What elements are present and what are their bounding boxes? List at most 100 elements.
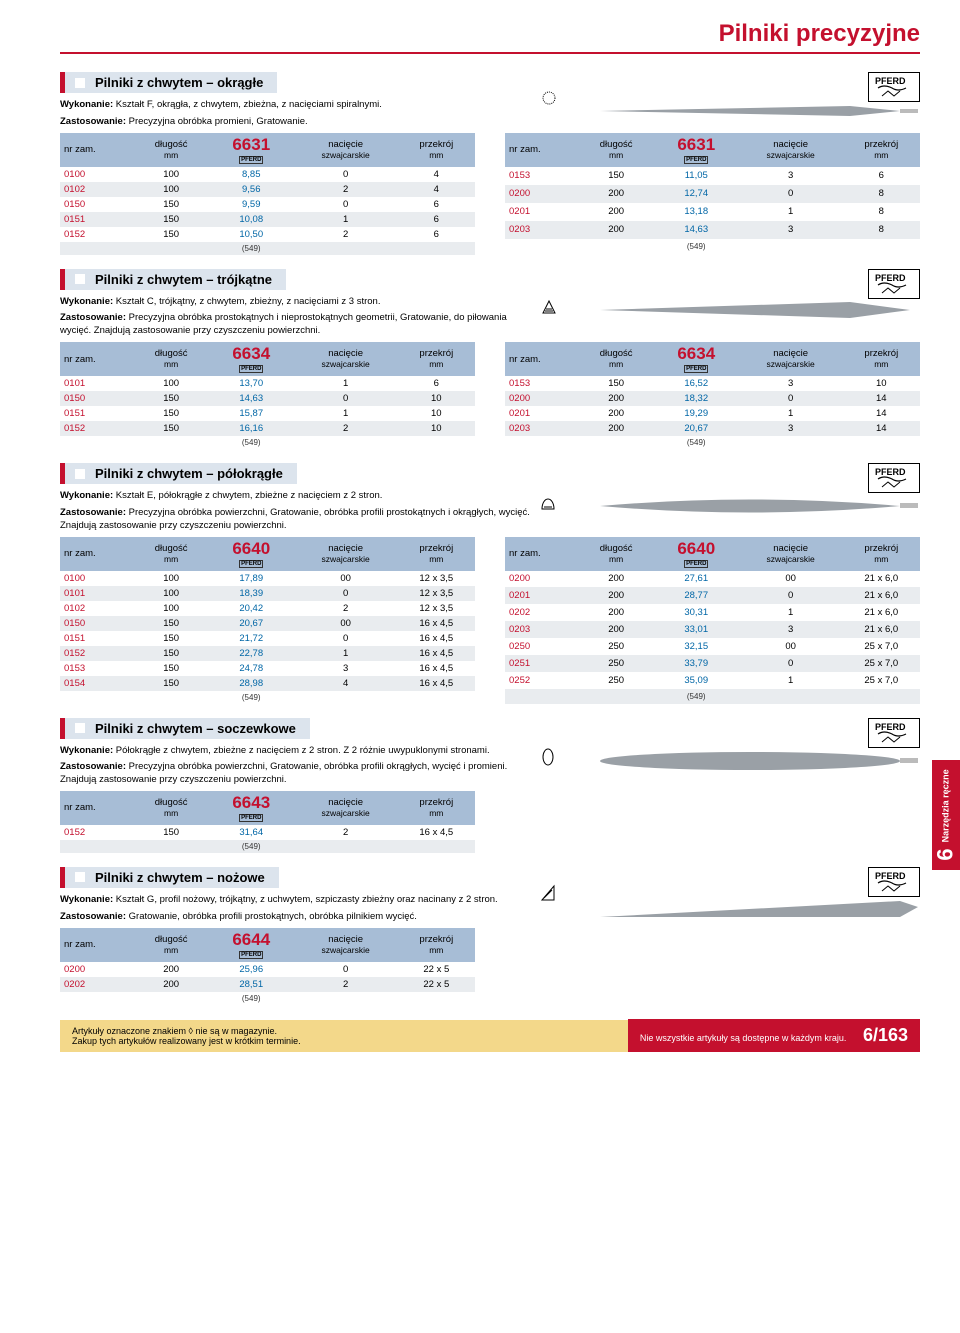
table-row: 0153 150 24,78 3 16 x 4,5 bbox=[60, 661, 475, 676]
section-zastosowanie: Zastosowanie: Precyzyjna obróbka prostok… bbox=[60, 312, 540, 338]
cell-price: 20,42 bbox=[209, 601, 294, 616]
cell-code: 0250 bbox=[505, 638, 578, 655]
cell-cross: 16 x 4,5 bbox=[398, 646, 475, 661]
cell-cut: 3 bbox=[294, 661, 398, 676]
cell-cut: 0 bbox=[294, 962, 398, 977]
cell-cross: 16 x 4,5 bbox=[398, 676, 475, 691]
cell-cross: 8 bbox=[843, 203, 920, 221]
cell-code: 0151 bbox=[60, 631, 133, 646]
cell-code: 0152 bbox=[60, 825, 133, 840]
col-cross: przekrójmm bbox=[843, 342, 920, 376]
cell-cut: 0 bbox=[294, 586, 398, 601]
page-number: 6/163 bbox=[863, 1025, 908, 1045]
table-row: 0100 100 17,89 00 12 x 3,5 bbox=[60, 571, 475, 586]
table-row: 0203 200 33,01 3 21 x 6,0 bbox=[505, 621, 920, 638]
footer-line-2: Zakup tych artykułów realizowany jest w … bbox=[72, 1036, 616, 1046]
table-row: 0201 200 13,18 1 8 bbox=[505, 203, 920, 221]
cell-length: 150 bbox=[133, 197, 208, 212]
cell-cut: 3 bbox=[739, 621, 843, 638]
svg-text:PFERD: PFERD bbox=[875, 722, 906, 732]
table-row: 0200 200 18,32 0 14 bbox=[505, 391, 920, 406]
cell-length: 250 bbox=[578, 638, 653, 655]
cell-cut: 3 bbox=[739, 221, 843, 239]
cross-section-icon bbox=[540, 298, 558, 319]
product-table: nr zam. długośćmm 6643PFERD nacięcieszwa… bbox=[60, 791, 475, 853]
cell-code: 0201 bbox=[505, 203, 578, 221]
cell-cross: 10 bbox=[398, 406, 475, 421]
table-row: 0152 150 22,78 1 16 x 4,5 bbox=[60, 646, 475, 661]
footnote: (549) bbox=[209, 691, 294, 704]
product-table: nr zam. długośćmm 6640PFERD nacięcieszwa… bbox=[505, 537, 920, 704]
col-cross: przekrójmm bbox=[843, 133, 920, 167]
cell-cross: 22 x 5 bbox=[398, 962, 475, 977]
side-tab-number: 6 bbox=[933, 848, 959, 860]
col-artno: 6644PFERD bbox=[209, 928, 294, 962]
section-title: Pilniki z chwytem – półokrągłe bbox=[60, 463, 297, 484]
col-code: nr zam. bbox=[60, 133, 133, 167]
cell-price: 10,50 bbox=[209, 227, 294, 242]
cell-cross: 25 x 7,0 bbox=[843, 672, 920, 689]
cell-cross: 6 bbox=[398, 212, 475, 227]
table-row: 0151 150 15,87 1 10 bbox=[60, 406, 475, 421]
cell-cut: 00 bbox=[739, 638, 843, 655]
cross-section-icon bbox=[540, 747, 556, 770]
file-illustration bbox=[600, 897, 920, 927]
cell-code: 0154 bbox=[60, 676, 133, 691]
cell-cross: 21 x 6,0 bbox=[843, 571, 920, 588]
footnote: (549) bbox=[654, 239, 739, 255]
cell-length: 100 bbox=[133, 601, 208, 616]
col-cut: nacięcieszwajcarskie bbox=[294, 537, 398, 571]
table-row: 0200 200 25,96 0 22 x 5 bbox=[60, 962, 475, 977]
cell-code: 0100 bbox=[60, 571, 133, 586]
cell-cross: 6 bbox=[843, 167, 920, 185]
section-wykonanie: Wykonanie: Półokrągłe z chwytem, zbieżne… bbox=[60, 745, 540, 758]
cell-code: 0102 bbox=[60, 601, 133, 616]
cell-length: 150 bbox=[133, 676, 208, 691]
cell-cut: 1 bbox=[294, 646, 398, 661]
cell-price: 21,72 bbox=[209, 631, 294, 646]
brand-logo: PFERD bbox=[868, 269, 920, 299]
product-section: Pilniki z chwytem – półokrągłe PFERD Wyk… bbox=[60, 463, 920, 703]
product-section: Pilniki z chwytem – trójkątne PFERD Wyko… bbox=[60, 269, 920, 449]
cell-cut: 1 bbox=[294, 376, 398, 391]
col-length: długośćmm bbox=[133, 133, 208, 167]
cell-cut: 2 bbox=[294, 825, 398, 840]
cell-code: 0152 bbox=[60, 421, 133, 436]
cell-price: 16,16 bbox=[209, 421, 294, 436]
cell-code: 0203 bbox=[505, 621, 578, 638]
cell-cut: 2 bbox=[294, 421, 398, 436]
cell-cut: 1 bbox=[739, 406, 843, 421]
cell-price: 22,78 bbox=[209, 646, 294, 661]
cell-code: 0200 bbox=[505, 571, 578, 588]
cell-cross: 12 x 3,5 bbox=[398, 571, 475, 586]
cell-price: 11,05 bbox=[654, 167, 739, 185]
cell-price: 32,15 bbox=[654, 638, 739, 655]
file-illustration bbox=[600, 493, 920, 523]
cell-length: 100 bbox=[133, 586, 208, 601]
cell-length: 100 bbox=[133, 571, 208, 586]
cell-price: 9,59 bbox=[209, 197, 294, 212]
cell-price: 30,31 bbox=[654, 604, 739, 621]
table-row: 0152 150 16,16 2 10 bbox=[60, 421, 475, 436]
footnote: (549) bbox=[209, 840, 294, 853]
cell-length: 150 bbox=[133, 661, 208, 676]
cell-cut: 0 bbox=[739, 587, 843, 604]
cell-price: 17,89 bbox=[209, 571, 294, 586]
col-artno: 6643PFERD bbox=[209, 791, 294, 825]
cell-code: 0200 bbox=[505, 391, 578, 406]
cell-price: 28,77 bbox=[654, 587, 739, 604]
footer-note-left: Artykuły oznaczone znakiem ◊ nie są w ma… bbox=[60, 1020, 628, 1052]
cell-cross: 8 bbox=[843, 221, 920, 239]
cell-length: 150 bbox=[133, 631, 208, 646]
col-cut: nacięcieszwajcarskie bbox=[739, 342, 843, 376]
file-illustration bbox=[600, 299, 920, 329]
cell-length: 200 bbox=[133, 962, 208, 977]
cell-cut: 0 bbox=[294, 631, 398, 646]
table-row: 0202 200 30,31 1 21 x 6,0 bbox=[505, 604, 920, 621]
table-row: 0102 100 9,56 2 4 bbox=[60, 182, 475, 197]
table-row: 0251 250 33,79 0 25 x 7,0 bbox=[505, 655, 920, 672]
col-length: długośćmm bbox=[133, 928, 208, 962]
col-cut: nacięcieszwajcarskie bbox=[739, 537, 843, 571]
cell-length: 150 bbox=[133, 825, 208, 840]
footnote: (549) bbox=[654, 689, 739, 704]
